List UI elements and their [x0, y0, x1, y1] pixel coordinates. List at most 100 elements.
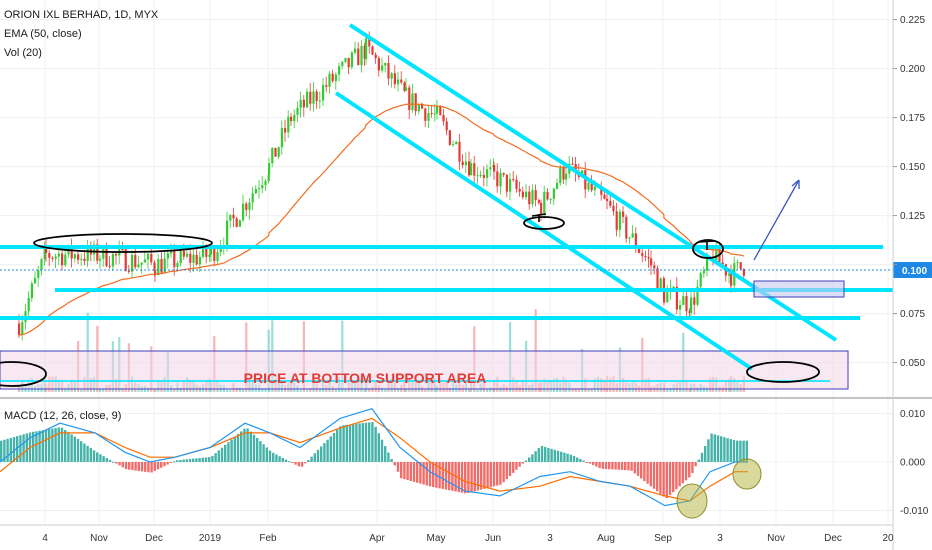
macd-hist-bar: [614, 462, 617, 470]
macd-hist-bar: [35, 431, 38, 462]
macd-hist-bar: [579, 459, 582, 462]
macd-hist-bar: [243, 428, 246, 462]
macd-hist-bar: [339, 426, 342, 462]
volume-bar: [238, 387, 241, 392]
candle-body: [127, 270, 130, 272]
volume-bar: [64, 387, 67, 392]
volume-bar: [102, 388, 105, 392]
time-tick-label: 20: [882, 533, 894, 544]
candle-body: [682, 296, 685, 306]
candle-body: [368, 38, 371, 47]
candle-body: [659, 278, 662, 290]
volume-bar: [384, 389, 387, 392]
candle-body: [312, 91, 315, 104]
volume-bar: [268, 389, 271, 392]
candle-body: [518, 188, 521, 192]
candle-body: [461, 161, 464, 166]
volume-bar: [669, 387, 672, 392]
channel-bottom-line[interactable]: [334, 91, 754, 371]
macd-hist-bar: [528, 457, 531, 462]
candle-body: [439, 106, 442, 116]
macd-hist-bar: [425, 462, 428, 486]
target-box[interactable]: [753, 280, 845, 298]
volume-bar: [264, 388, 267, 392]
candle-body: [134, 254, 137, 268]
candle-body: [489, 167, 492, 170]
candle-body: [186, 253, 189, 257]
macd-hist-bar: [633, 462, 636, 474]
time-tick-label: Feb: [259, 533, 277, 544]
volume-bar: [574, 389, 577, 392]
candle-body: [546, 191, 549, 200]
candle-body: [641, 252, 644, 256]
macd-hist-bar: [124, 462, 128, 470]
candle-body: [390, 73, 393, 79]
volume-bar: [468, 388, 471, 392]
macd-axis[interactable]: 0.010 0.000 -0.010: [900, 409, 929, 517]
macd-hist-bar: [236, 434, 240, 462]
macd-hist-bar: [396, 462, 400, 472]
candle-body: [354, 48, 357, 53]
macd-hist-bar: [345, 424, 348, 462]
candle-body: [54, 256, 57, 259]
candle-body: [166, 253, 169, 259]
macd-hist-bar: [128, 462, 131, 470]
sept-ellipse[interactable]: [692, 239, 724, 259]
time-tick-label: 3: [717, 533, 723, 544]
candle-body: [73, 254, 76, 259]
macd-hist-bar: [291, 462, 294, 463]
candle-body: [182, 251, 185, 257]
macd-ellipse-1[interactable]: [676, 483, 708, 519]
candle-body: [609, 200, 612, 206]
candle-body: [163, 258, 166, 273]
candle-body: [381, 65, 384, 71]
candle-body: [663, 289, 666, 303]
macd-hist-bar: [249, 431, 252, 462]
macd-hist-bar: [105, 457, 108, 462]
candle-body: [715, 246, 718, 263]
candle-body: [277, 147, 280, 157]
candle-body: [721, 262, 724, 265]
candle-body: [245, 203, 248, 210]
macd-hist-bar: [556, 450, 560, 462]
breakout-arrow[interactable]: [753, 179, 800, 261]
candle-body: [528, 191, 531, 205]
macd-hist-bar: [166, 462, 169, 465]
candle-body: [93, 244, 96, 255]
june-ellipse[interactable]: [523, 216, 565, 230]
price-axis[interactable]: 0.225 0.200 0.175 0.150 0.125 0.075 0.050: [893, 15, 925, 369]
candle-body: [154, 271, 157, 276]
volume-bar: [147, 387, 150, 392]
candle-body: [540, 202, 543, 215]
time-axis[interactable]: 4 Nov Dec 2019 Feb Apr May Jun 3 Aug Sep 3 Nov Dec 20: [42, 533, 894, 544]
macd-hist-bar: [496, 462, 499, 486]
macd-tick-label: 0.010: [900, 409, 925, 420]
candle-body: [397, 79, 400, 85]
macd-hist-bar: [553, 449, 556, 462]
macd-hist-bar: [588, 462, 592, 464]
consolidation-ellipse[interactable]: [33, 233, 213, 253]
macd-hist-bar: [22, 434, 25, 462]
candle-body: [549, 198, 552, 200]
candle-body: [160, 259, 163, 273]
macd-hist-bar: [390, 458, 393, 462]
candle-body: [622, 211, 625, 217]
grid: [0, 0, 893, 525]
macd-ellipse-2[interactable]: [732, 458, 762, 490]
macd-hist-bar: [742, 440, 745, 462]
candle-body: [61, 253, 64, 266]
volume-bar: [344, 389, 347, 392]
macd-hist-bar: [636, 462, 640, 476]
macd-hist-bar: [611, 462, 614, 470]
candle-body: [565, 173, 568, 180]
candle-body: [672, 286, 675, 289]
macd-hist-bar: [489, 462, 492, 488]
candle-body: [137, 264, 140, 268]
volume-bar: [489, 387, 492, 392]
candle-body: [730, 273, 733, 286]
bottom-ellipse[interactable]: [746, 361, 820, 383]
macd-hist-bar: [48, 429, 51, 462]
candle-body: [261, 185, 264, 189]
left-ellipse[interactable]: [0, 361, 47, 387]
